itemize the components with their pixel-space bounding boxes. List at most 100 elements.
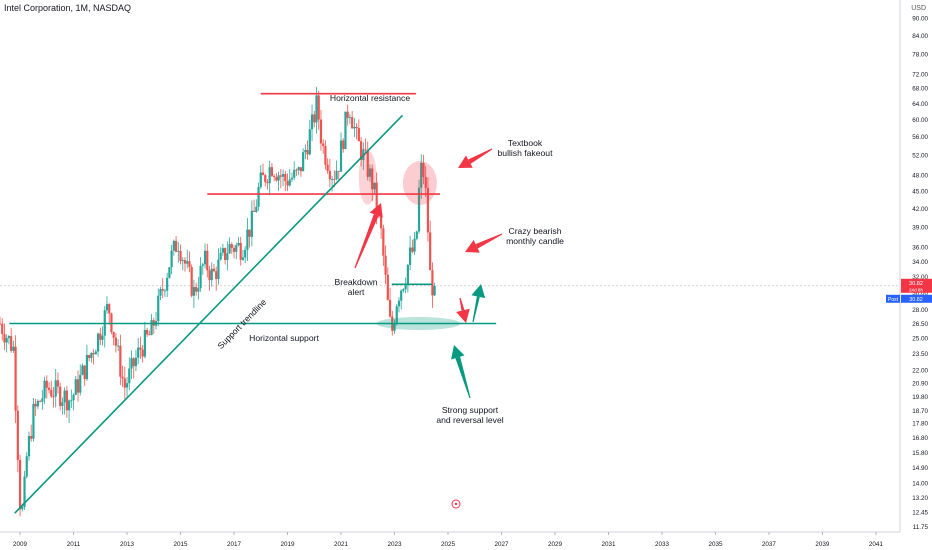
- candle-body: [230, 244, 233, 248]
- candle-body: [81, 365, 84, 375]
- candle-body: [43, 380, 46, 399]
- price-tick-label: 28.00: [912, 307, 928, 314]
- candle-body: [286, 181, 289, 186]
- candle-body: [328, 170, 331, 180]
- chart-symbol-title: Intel Corporation, 1M, NASDAQ: [4, 3, 132, 13]
- candle-body: [224, 248, 227, 260]
- arrow-head: [456, 308, 470, 323]
- time-tick-label: 2037: [762, 541, 777, 548]
- time-tick-label: 2029: [548, 541, 563, 548]
- current-price-countdown: 24d 8h: [909, 287, 923, 292]
- candle-body: [248, 229, 251, 237]
- current-price-tag-bg: [901, 278, 932, 293]
- chart-logo-icon: [451, 499, 461, 509]
- price-tick-label: 25.00: [912, 336, 928, 343]
- candle-body: [368, 168, 372, 177]
- label-reversal-level: and reversal level: [436, 415, 503, 425]
- arrow-head: [458, 155, 473, 168]
- candle-body: [65, 390, 68, 411]
- candle-body: [192, 286, 196, 296]
- candle-body: [1, 323, 4, 335]
- post-value-bg: [901, 294, 932, 303]
- price-tick-label: 17.80: [912, 420, 928, 427]
- candle-body: [92, 352, 95, 355]
- price-tick-label: 48.00: [912, 173, 928, 180]
- candle-body: [270, 167, 274, 176]
- arrow-head: [465, 240, 480, 253]
- time-axis[interactable]: 2009 2011 2013 2015 2017 2019 2021 2023 2025 2027…: [0, 531, 900, 548]
- candle-body: [159, 289, 162, 296]
- price-tick-label: 13.20: [912, 495, 928, 502]
- candle-body: [259, 172, 262, 188]
- candle-body: [384, 255, 387, 275]
- candle-body: [72, 394, 75, 401]
- candle-body: [375, 182, 378, 212]
- currency-label: USD: [911, 5, 926, 12]
- candle-body: [146, 329, 149, 335]
- candle-body: [295, 169, 298, 171]
- candle-body: [250, 210, 253, 237]
- price-axis[interactable]: 90.00 84.00 78.00 72.00 68.00 64.00 60.00 56.00…: [886, 0, 932, 532]
- candle-body: [203, 250, 207, 265]
- candle-body: [14, 346, 17, 411]
- candle-body: [252, 210, 256, 212]
- candle-body: [121, 376, 124, 379]
- price-tick-label: 15.80: [912, 450, 928, 457]
- candle-body: [157, 295, 160, 322]
- candle-body: [264, 175, 267, 183]
- candle-body: [273, 175, 276, 178]
- candle-body: [417, 187, 421, 232]
- label-breakdown: Breakdown: [335, 277, 378, 287]
- candle-body: [317, 95, 320, 120]
- label-bullish-fakeout: bullish fakeout: [498, 148, 554, 158]
- arrow-head: [451, 345, 465, 360]
- candle-body: [241, 257, 245, 260]
- label-textbook: Textbook: [508, 138, 543, 148]
- candle-body: [181, 260, 184, 261]
- down-arrow-small: [456, 297, 470, 323]
- time-tick-label: 2039: [815, 541, 830, 548]
- candle-body: [117, 345, 120, 347]
- post-label-text: Post: [888, 297, 899, 303]
- candle-body: [148, 334, 151, 336]
- price-tick-label: 14.00: [912, 480, 928, 487]
- candle-body: [150, 320, 153, 335]
- candle-body: [90, 352, 93, 359]
- candle-body: [41, 398, 44, 402]
- price-tick-label: 68.00: [912, 86, 928, 93]
- candle-body: [429, 232, 432, 271]
- price-tick-label: 64.00: [912, 101, 928, 108]
- candle-body: [342, 140, 345, 150]
- candle-body: [96, 333, 100, 352]
- candle-body: [190, 267, 193, 296]
- candles: [0, 86, 436, 517]
- candle-body: [261, 172, 265, 176]
- candle-body: [221, 248, 224, 253]
- price-tick-label: 39.00: [912, 224, 928, 231]
- label-monthly-candle: monthly candle: [506, 236, 564, 246]
- candle-body: [54, 380, 57, 397]
- arrow-shaft: [472, 296, 480, 323]
- price-tick-label: 18.70: [912, 408, 928, 415]
- candle-body: [255, 206, 258, 212]
- candle-body: [163, 290, 167, 292]
- arrow-shaft: [455, 356, 471, 399]
- candle-body: [195, 286, 198, 292]
- candle-body: [123, 378, 126, 388]
- candle-body: [366, 149, 369, 177]
- candle-body: [257, 187, 260, 207]
- candle-body: [355, 126, 358, 129]
- candle-body: [404, 284, 407, 290]
- candle-body: [266, 182, 269, 184]
- candle-body: [206, 250, 209, 271]
- candle-body: [351, 117, 354, 129]
- candle-body: [406, 264, 409, 285]
- candle-body: [114, 337, 117, 346]
- candle-body: [79, 374, 82, 393]
- candle-body: [357, 128, 360, 142]
- candle-body: [36, 400, 39, 407]
- candle-body: [50, 389, 53, 397]
- candle-body: [63, 390, 66, 403]
